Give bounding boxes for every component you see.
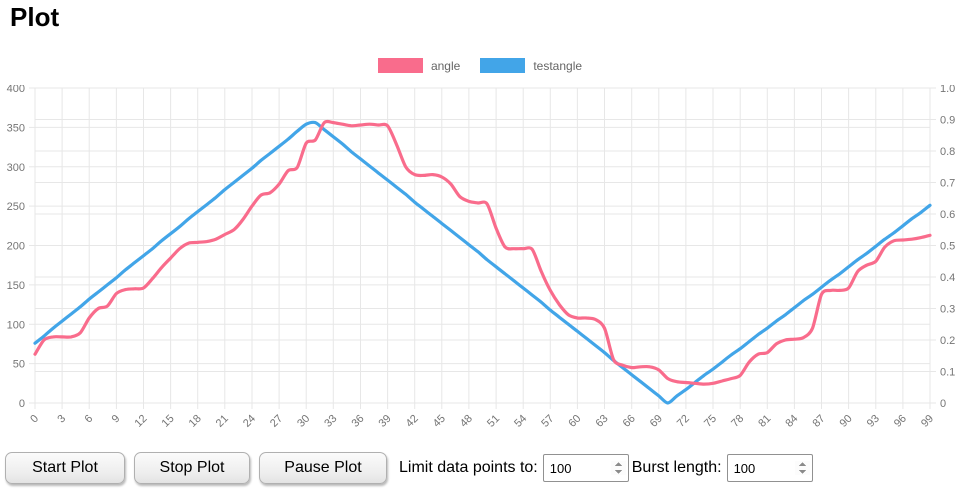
left-axis-label: 0 bbox=[19, 398, 25, 410]
legend-label-testangle: testangle bbox=[533, 58, 583, 73]
x-tick-label: 12 bbox=[132, 413, 149, 430]
legend-swatch-angle bbox=[377, 58, 423, 73]
right-axis-label: 0.3 bbox=[940, 304, 955, 316]
x-tick-label: 63 bbox=[593, 413, 610, 430]
right-axis-label: 0.6 bbox=[940, 209, 955, 221]
left-axis-label: 400 bbox=[7, 85, 25, 95]
x-tick-label: 36 bbox=[349, 413, 366, 430]
x-tick-label: 48 bbox=[458, 413, 475, 430]
left-axis-label: 300 bbox=[7, 162, 25, 174]
left-axis-label: 200 bbox=[7, 241, 25, 253]
left-axis-label: 100 bbox=[7, 319, 25, 331]
x-tick-label: 51 bbox=[485, 413, 502, 430]
page-title: Plot bbox=[10, 2, 60, 32]
x-tick-label: 60 bbox=[566, 413, 583, 430]
x-tick-label: 18 bbox=[187, 413, 204, 430]
left-axis-label: 250 bbox=[7, 201, 25, 213]
x-tick-label: 39 bbox=[377, 413, 394, 430]
x-tick-label: 33 bbox=[322, 413, 339, 430]
x-tick-label: 15 bbox=[160, 413, 177, 430]
right-axis-label: 0.1 bbox=[940, 367, 955, 379]
x-tick-label: 75 bbox=[702, 413, 719, 430]
x-tick-label: 84 bbox=[783, 413, 800, 430]
x-tick-label: 90 bbox=[838, 413, 855, 430]
x-tick-label: 93 bbox=[865, 413, 882, 430]
left-axis-label: 150 bbox=[7, 280, 25, 292]
right-axis-label: 0.2 bbox=[940, 335, 955, 347]
limit-input[interactable] bbox=[542, 454, 629, 482]
testangle-series-line bbox=[33, 120, 932, 405]
plot-controls: Start Plot Stop Plot Pause Plot Limit da… bbox=[5, 452, 813, 484]
angle-series-line bbox=[33, 119, 932, 386]
x-tick-label: 57 bbox=[539, 413, 556, 430]
legend-item-testangle[interactable]: testangle bbox=[480, 58, 582, 73]
x-tick-label: 45 bbox=[431, 413, 448, 430]
legend-item-angle[interactable]: angle bbox=[377, 58, 461, 73]
x-tick-label: 72 bbox=[675, 413, 692, 430]
x-tick-label: 96 bbox=[892, 413, 909, 430]
x-tick-label: 21 bbox=[214, 413, 231, 430]
legend-swatch-testangle bbox=[480, 58, 526, 73]
x-tick-label: 9 bbox=[110, 413, 123, 426]
x-tick-label: 99 bbox=[919, 413, 936, 430]
chart-legend: angle testangle bbox=[0, 58, 960, 73]
x-tick-label: 69 bbox=[648, 413, 665, 430]
x-tick-label: 24 bbox=[241, 413, 258, 430]
stop-plot-button[interactable]: Stop Plot bbox=[134, 452, 250, 484]
burst-label: Burst length: bbox=[631, 459, 722, 476]
x-tick-label: 42 bbox=[404, 413, 421, 430]
x-tick-label: 6 bbox=[83, 413, 96, 426]
pause-plot-button[interactable]: Pause Plot bbox=[259, 452, 387, 484]
right-axis-label: 0.7 bbox=[940, 178, 955, 190]
x-tick-label: 30 bbox=[295, 413, 312, 430]
x-tick-label: 66 bbox=[621, 413, 638, 430]
right-axis-label: 0.9 bbox=[940, 115, 955, 127]
burst-input[interactable] bbox=[726, 454, 813, 482]
plot-chart: 0 3 6 9 12 15 18 21 24 27 30 33 36 39 42 45 48 51 54 57 60 63… bbox=[7, 85, 956, 430]
right-axis-label: 0.5 bbox=[940, 241, 955, 253]
start-plot-button[interactable]: Start Plot bbox=[5, 452, 125, 484]
x-tick-label: 81 bbox=[756, 413, 773, 430]
x-tick-label: 27 bbox=[268, 413, 285, 430]
legend-label-angle: angle bbox=[430, 58, 461, 73]
x-tick-label: 0 bbox=[28, 413, 41, 426]
x-tick-label: 78 bbox=[729, 413, 746, 430]
left-axis-label: 50 bbox=[13, 359, 25, 371]
limit-label: Limit data points to: bbox=[399, 459, 538, 476]
right-axis-label: 1.0 bbox=[940, 85, 955, 95]
x-tick-label: 3 bbox=[55, 413, 68, 426]
right-axis-label: 0.8 bbox=[940, 146, 955, 158]
left-axis-label: 350 bbox=[7, 122, 25, 134]
x-tick-label: 54 bbox=[512, 413, 529, 430]
x-tick-label: 87 bbox=[810, 413, 827, 430]
right-axis-label: 0 bbox=[940, 398, 946, 410]
right-axis-label: 0.4 bbox=[940, 272, 955, 284]
